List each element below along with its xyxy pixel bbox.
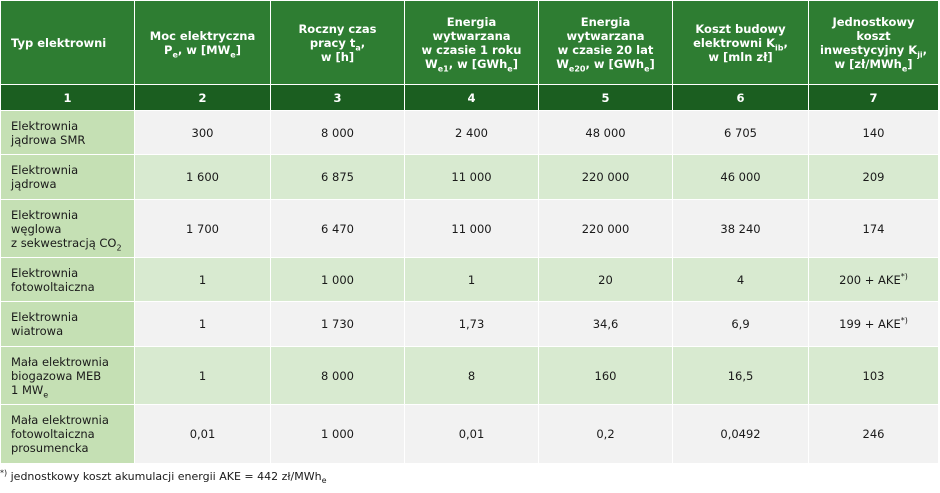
table-cell: 46 000 [672,154,809,200]
table-cell: 1 [134,346,271,405]
table-cell: 209 [808,154,939,200]
header-energy-1-year: Energia wytwarzana w czasie 1 roku We1, … [404,0,539,85]
table-cell: 1 000 [270,404,405,464]
table-cell: 220 000 [538,199,673,258]
table-row: Elektrownia fotowoltaiczna 1 1 000 1 20 4… [0,257,939,302]
row-label: Mała elektrownia fotowoltaiczna prosumenck… [0,404,135,464]
header-row: Typ elektrowni Moc elektryczna Pe, w [MW… [0,0,939,85]
footnote: *) jednostkowy koszt akumulacji energii … [0,468,327,486]
table-cell: 199 + AKE*) [808,301,939,347]
table-cell: 0,01 [404,404,539,464]
table-cell: 0,01 [134,404,271,464]
table-cell: 38 240 [672,199,809,258]
column-number: 5 [538,84,673,111]
table-cell: 11 000 [404,199,539,258]
table-cell: 174 [808,199,939,258]
column-number: 3 [270,84,405,111]
table-cell: 8 000 [270,346,405,405]
table-cell: 4 [672,257,809,302]
column-number: 2 [134,84,271,111]
table-cell: 1 600 [134,154,271,200]
header-energy-20-years: Energia wytwarzana w czasie 20 lat We20,… [538,0,673,85]
table-cell: 1 000 [270,257,405,302]
table-row: Elektrownia węglowa z sekwestracją CO2 1 7… [0,199,939,258]
column-number: 1 [0,84,135,111]
table-cell: 1 730 [270,301,405,347]
table-cell: 11 000 [404,154,539,200]
column-number: 4 [404,84,539,111]
row-label: Elektrownia węglowa z sekwestracją CO2 [0,199,135,258]
column-number-row: 1 2 3 4 5 6 7 [0,84,939,111]
table-cell: 200 + AKE*) [808,257,939,302]
header-electric-power: Moc elektryczna Pe, w [MWe] [134,0,271,85]
column-number: 6 [672,84,809,111]
table-row: Mała elektrownia biogazowa MEB 1 MWe 1 8 0… [0,346,939,405]
table-cell: 246 [808,404,939,464]
row-label: Elektrownia jądrowa [0,154,135,200]
table-cell: 6,9 [672,301,809,347]
header-annual-operation-time: Roczny czas pracy ta, w [h] [270,0,405,85]
power-plant-cost-table: Typ elektrowni Moc elektryczna Pe, w [MW… [0,0,939,464]
table-cell: 1 [404,257,539,302]
column-number: 7 [808,84,939,111]
header-unit-investment-cost: Jednostkowy koszt inwestycyjny Kji, w [z… [808,0,939,85]
table-cell: 103 [808,346,939,405]
table-cell: 2 400 [404,110,539,155]
table-row: Mała elektrownia fotowoltaiczna prosumenck… [0,404,939,464]
table-row: Elektrownia jądrowa 1 600 6 875 11 000 22… [0,154,939,200]
table-cell: 300 [134,110,271,155]
table-cell: 48 000 [538,110,673,155]
table-cell: 34,6 [538,301,673,347]
table-cell: 6 875 [270,154,405,200]
header-construction-cost: Koszt budowy elektrowni Kib, w [mln zł] [672,0,809,85]
table-cell: 1 [134,301,271,347]
row-label: Elektrownia fotowoltaiczna [0,257,135,302]
table-cell: 8 [404,346,539,405]
table-cell: 0,0492 [672,404,809,464]
table-cell: 16,5 [672,346,809,405]
table-cell: 1,73 [404,301,539,347]
table-cell: 6 470 [270,199,405,258]
table-cell: 140 [808,110,939,155]
row-label: Elektrownia jądrowa SMR [0,110,135,155]
table-cell: 1 700 [134,199,271,258]
row-label: Mała elektrownia biogazowa MEB 1 MWe [0,346,135,405]
table-cell: 20 [538,257,673,302]
table-cell: 0,2 [538,404,673,464]
table-cell: 1 [134,257,271,302]
row-label: Elektrownia wiatrowa [0,301,135,347]
table-row: Elektrownia wiatrowa 1 1 730 1,73 34,6 6,… [0,301,939,347]
table-cell: 220 000 [538,154,673,200]
header-plant-type: Typ elektrowni [0,0,135,85]
table-cell: 6 705 [672,110,809,155]
data-table-container: Typ elektrowni Moc elektryczna Pe, w [MW… [0,0,939,464]
table-cell: 8 000 [270,110,405,155]
table-cell: 160 [538,346,673,405]
table-row: Elektrownia jądrowa SMR 300 8 000 2 400 4… [0,110,939,155]
